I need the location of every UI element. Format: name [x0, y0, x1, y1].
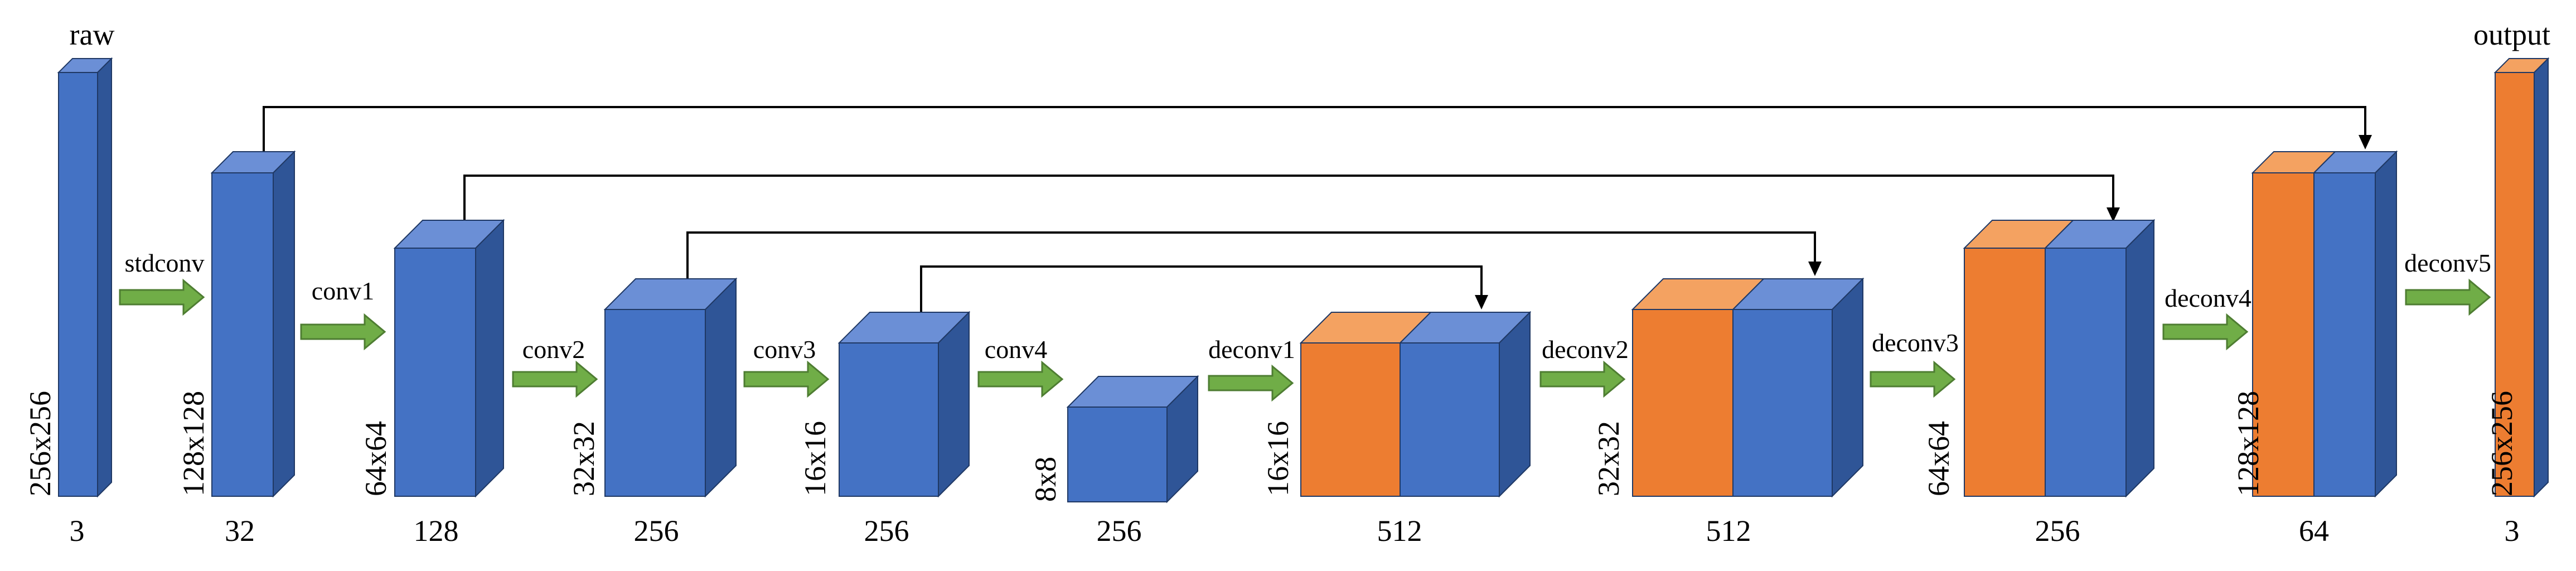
- operation-arrows: [119, 278, 2491, 402]
- channel-label: 256: [1097, 514, 1142, 548]
- size-label: 16x16: [798, 421, 832, 496]
- layer-deconv2-out: [1631, 277, 1865, 498]
- op-label-deconv3: deconv3: [1872, 328, 1959, 357]
- layer-conv1-out: [393, 219, 505, 498]
- layer-stdconv-out: [210, 150, 296, 498]
- channel-label: 3: [70, 514, 85, 548]
- size-label: 8x8: [1029, 457, 1062, 502]
- block-front-face: [2313, 172, 2376, 497]
- size-labels: 256x256 128x128 64x64 32x32 16x16 8x8 16…: [23, 391, 2519, 502]
- block-front-face: [211, 172, 274, 497]
- operation-labels: stdconv conv1 conv2 conv3 conv4 deconv1 …: [124, 249, 2491, 364]
- block-side-face: [1166, 375, 1198, 504]
- layer-deconv1-out: [1299, 311, 1532, 498]
- size-label: 64x64: [1922, 421, 1955, 496]
- block-side-face: [1499, 311, 1531, 498]
- layer-deconv4-out: [2251, 150, 2398, 498]
- layer-blocks: [57, 57, 2550, 504]
- skip-connection-arrowhead: [1475, 295, 1488, 309]
- block-front-face: [1300, 342, 1401, 497]
- output-header-label: output: [2473, 18, 2550, 51]
- channel-label: 32: [225, 514, 255, 548]
- channel-label: 3: [2505, 514, 2520, 548]
- block-front-face: [1067, 407, 1168, 502]
- size-label: 256x256: [23, 391, 57, 496]
- skip-connection-arrowhead: [1808, 262, 1822, 276]
- block-front-face: [1400, 342, 1500, 497]
- size-label: 128x128: [177, 391, 210, 496]
- op-arrow: [119, 278, 205, 316]
- block-front-face: [1964, 248, 2046, 497]
- size-label: 64x64: [359, 421, 393, 496]
- channel-label: 256: [864, 514, 909, 548]
- size-label: 32x32: [567, 421, 601, 496]
- layer-output: [2493, 57, 2550, 498]
- op-label-stdconv: stdconv: [124, 249, 204, 277]
- block-front-face: [2045, 248, 2127, 497]
- layer-raw: [57, 57, 113, 498]
- channel-label: 512: [1706, 514, 1751, 548]
- block-side-face: [1832, 277, 1863, 498]
- op-label-deconv2: deconv2: [1542, 335, 1629, 364]
- op-label-deconv1: deconv1: [1208, 335, 1295, 364]
- op-label-deconv4: deconv4: [2165, 284, 2251, 312]
- channel-label: 512: [1377, 514, 1422, 548]
- channel-label: 256: [2035, 514, 2080, 548]
- skip-connection-line: [263, 106, 2366, 156]
- op-label-conv3: conv3: [753, 335, 816, 364]
- op-arrow: [2405, 278, 2491, 316]
- block-side-face: [475, 219, 504, 498]
- op-arrow: [743, 360, 830, 398]
- block-side-face: [97, 57, 112, 498]
- raw-header-label: raw: [70, 18, 115, 51]
- op-arrow: [1208, 364, 1294, 402]
- layer-deconv3-out: [1963, 219, 2156, 498]
- channel-labels: 3 32 128 256 256 256 512 512 256 64 3: [70, 514, 2520, 548]
- layer-conv3-out: [837, 311, 971, 498]
- op-arrow: [1870, 360, 1956, 398]
- op-label-conv1: conv1: [312, 277, 374, 305]
- op-label-conv2: conv2: [522, 335, 585, 364]
- skip-connection-arrowhead: [2359, 135, 2372, 149]
- block-front-face: [839, 342, 939, 497]
- size-label: 128x128: [2231, 391, 2265, 496]
- channel-label: 64: [2299, 514, 2329, 548]
- block-side-face: [938, 311, 970, 498]
- block-side-face: [2534, 57, 2549, 498]
- channel-label: 128: [414, 514, 459, 548]
- op-arrow: [1539, 360, 1626, 398]
- block-front-face: [58, 72, 98, 497]
- skip-connection-line: [920, 265, 1483, 315]
- size-label: 256x256: [2485, 391, 2519, 496]
- op-arrow: [977, 360, 1064, 398]
- op-label-conv4: conv4: [985, 335, 1047, 364]
- op-arrow: [300, 313, 386, 351]
- block-front-face: [2495, 72, 2535, 497]
- op-arrow: [2162, 313, 2249, 351]
- skip-connection-line: [686, 231, 1816, 284]
- op-label-deconv5: deconv5: [2404, 249, 2491, 277]
- block-front-face: [2252, 172, 2314, 497]
- block-side-face: [2125, 219, 2154, 498]
- block-front-face: [1732, 309, 1833, 497]
- layer-conv2-out: [603, 277, 738, 498]
- block-front-face: [604, 309, 706, 497]
- block-front-face: [394, 248, 476, 497]
- block-front-face: [1632, 309, 1734, 497]
- block-side-face: [273, 150, 295, 498]
- skip-connections: [263, 106, 2372, 315]
- skip-connection-line: [463, 175, 2114, 226]
- size-label: 16x16: [1261, 421, 1295, 496]
- block-side-face: [705, 277, 737, 498]
- block-side-face: [2375, 150, 2397, 498]
- size-label: 32x32: [1592, 421, 1625, 496]
- op-arrow: [512, 360, 598, 398]
- layer-conv4-out: [1066, 375, 1199, 504]
- channel-label: 256: [634, 514, 679, 548]
- skip-connection-arrowhead: [2107, 207, 2120, 222]
